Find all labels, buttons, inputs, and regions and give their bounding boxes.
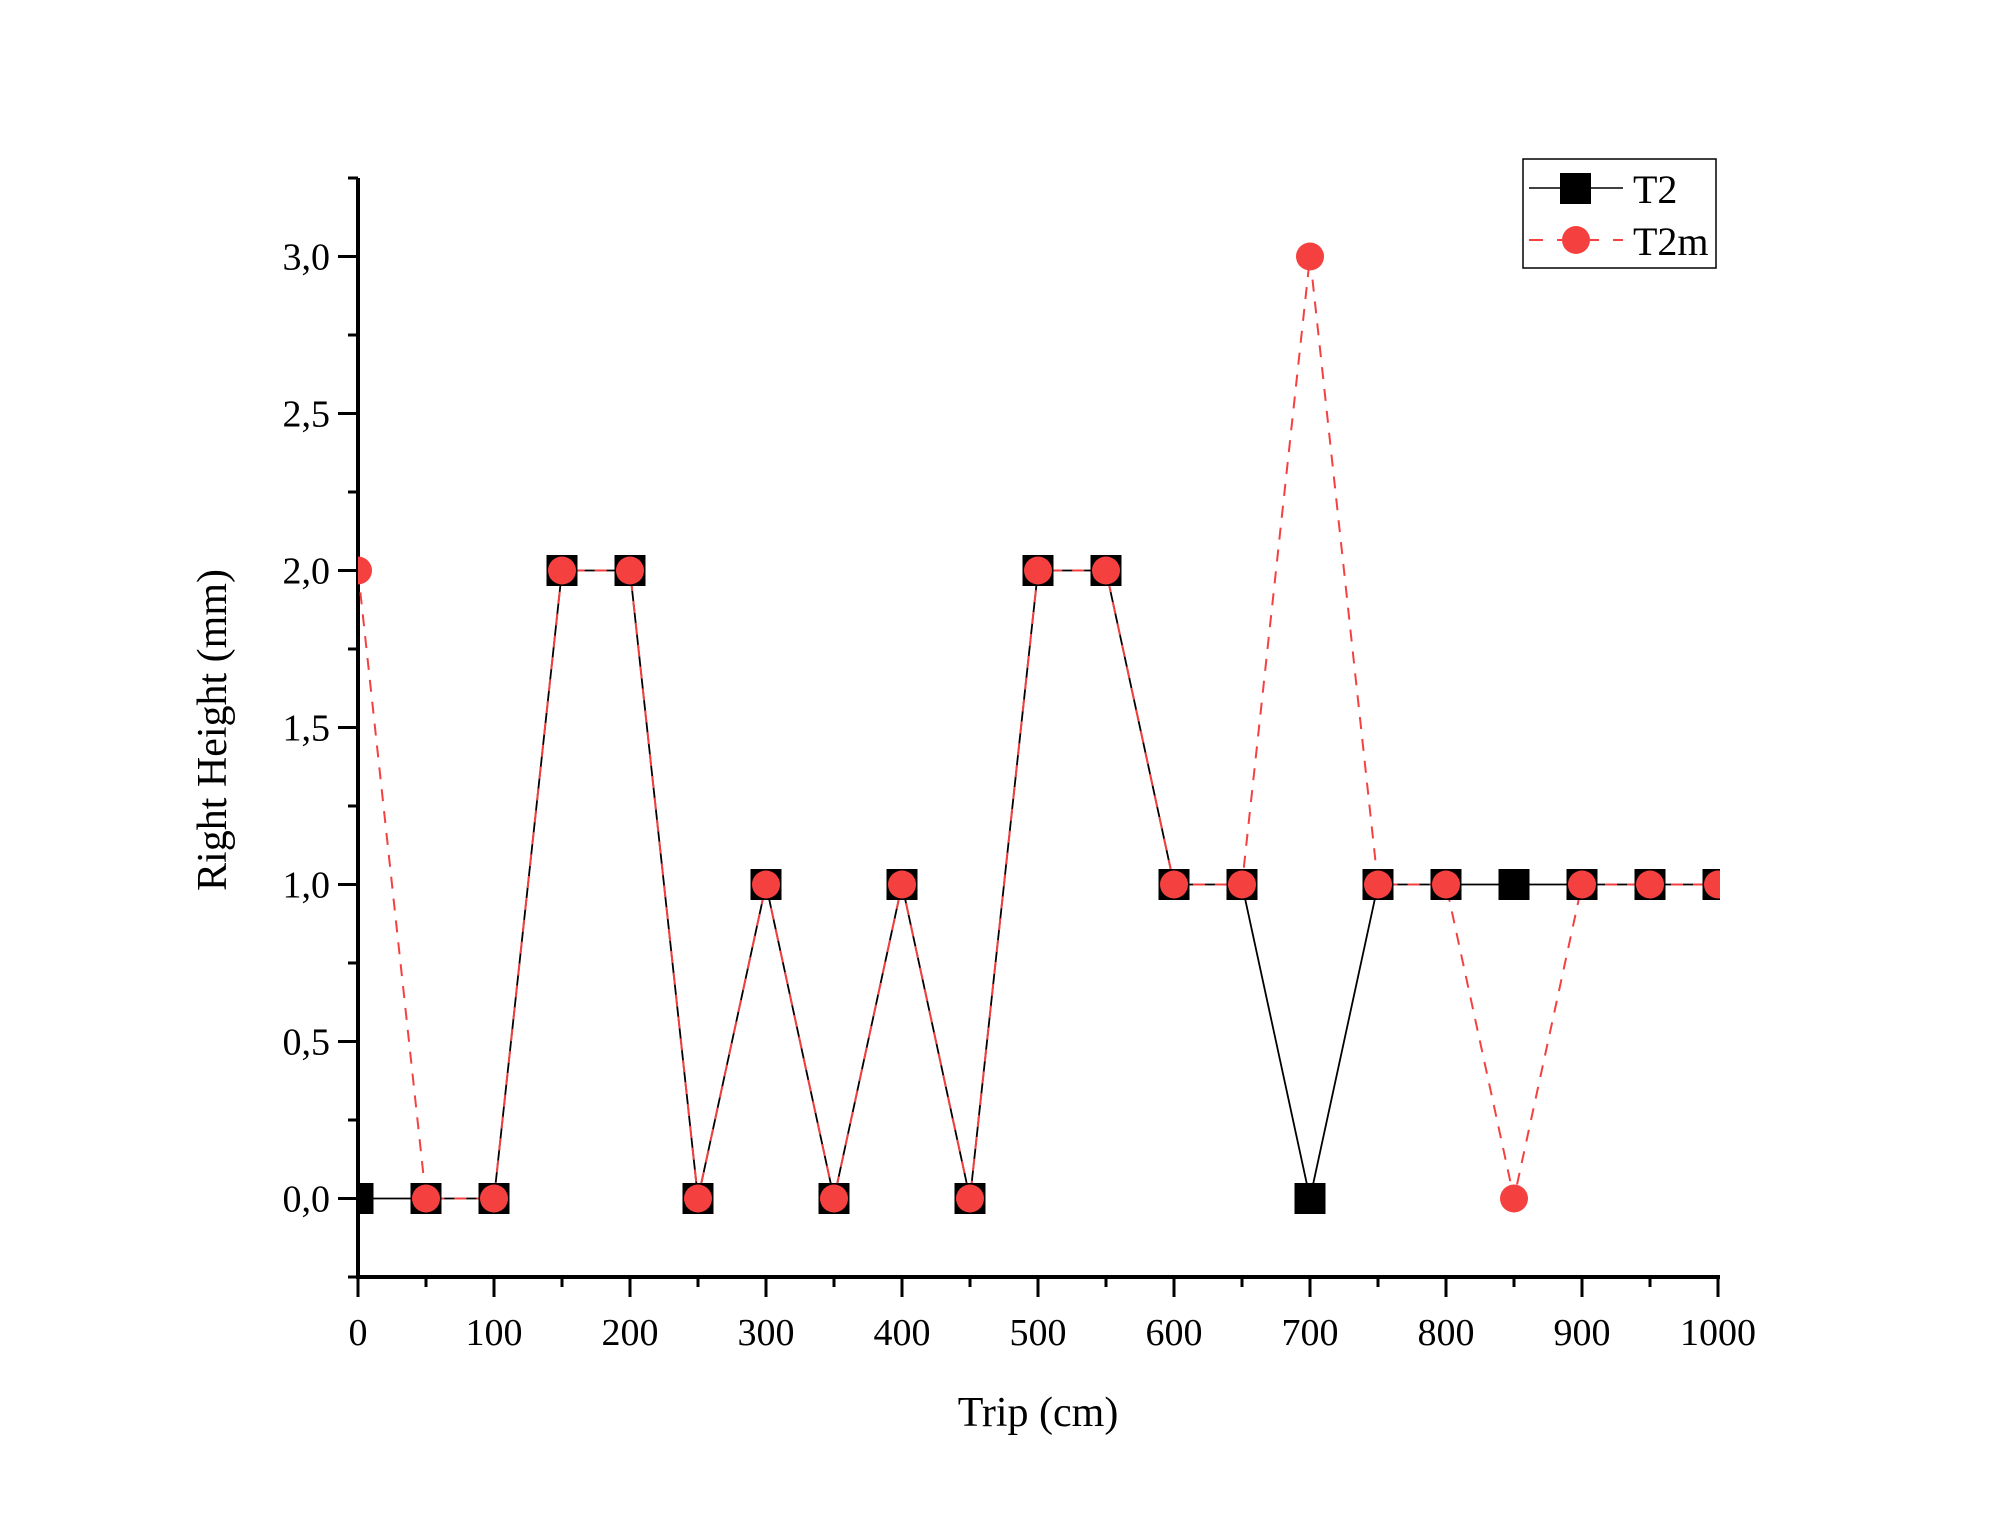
x-tick-label: 400 [874,1312,931,1354]
data-point-t2m [358,556,372,585]
x-tick-label: 600 [1146,1312,1203,1354]
data-point-t2m [616,556,644,585]
y-tick-label: 0,5 [283,1022,331,1064]
data-point-t2 [358,1183,374,1214]
legend-square-marker-icon [1560,173,1591,204]
data-point-t2m [1364,870,1392,899]
x-tick-label: 0 [349,1312,368,1354]
legend-label-t2: T2 [1633,167,1677,212]
axes: 0 100 200 300 400 500 600 700 800 900 1000 0,0 0,5 1,… [283,176,1756,1354]
x-tick-label: 900 [1554,1312,1611,1354]
data-point-t2m [684,1184,712,1213]
x-tick-label: 300 [738,1312,795,1354]
x-tick-label: 100 [466,1312,523,1354]
y-tick-label: 2,0 [283,551,331,593]
y-tick-label: 2,5 [283,394,331,436]
data-point-t2m [548,556,576,585]
data-point-t2m [1500,1184,1528,1213]
data-point-t2m [1704,870,1720,899]
data-point-t2 [1294,1183,1326,1214]
y-tick-label: 1,5 [283,708,331,750]
data-point-t2 [1498,869,1530,900]
y-tick-label: 3,0 [283,237,331,279]
x-tick-label: 700 [1282,1312,1339,1354]
x-tick-label: 500 [1010,1312,1067,1354]
data-point-t2m [1636,870,1664,899]
series-group [358,242,1720,1214]
x-tick-label: 1000 [1680,1312,1756,1354]
x-tick-label: 800 [1418,1312,1475,1354]
data-point-t2m [1432,870,1460,899]
data-point-t2m [820,1184,848,1213]
data-point-t2m [412,1184,440,1213]
data-point-t2m [1568,870,1596,899]
data-point-t2m [1160,870,1188,899]
x-axis-title: Trip (cm) [958,1390,1119,1436]
data-point-t2m [888,870,916,899]
legend: T2 T2m [1522,158,1717,269]
data-point-t2m [1228,870,1256,899]
data-point-t2m [480,1184,508,1213]
series-line-t2m [358,256,1718,1200]
y-tick-label: 0,0 [283,1179,331,1221]
legend-label-t2m: T2m [1633,219,1709,264]
y-tick-label: 1,0 [283,865,331,907]
x-tick-label: 200 [602,1312,659,1354]
data-point-t2m [1024,556,1052,585]
legend-circle-marker-icon [1562,226,1590,254]
data-point-t2m [1296,242,1324,271]
data-point-t2m [752,870,780,899]
data-point-t2m [956,1184,984,1213]
legend-box [1522,158,1717,269]
y-axis-title: Right Height (mm) [190,569,236,891]
data-point-t2m [1092,556,1120,585]
